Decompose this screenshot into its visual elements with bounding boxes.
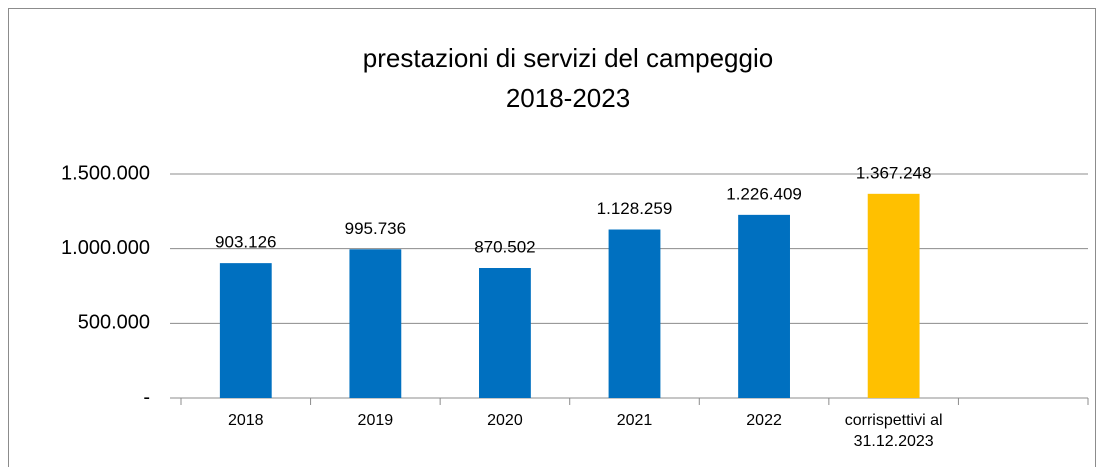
bar [738, 214, 790, 398]
bar [867, 193, 920, 398]
x-tick-label: 2022 [746, 412, 782, 429]
x-tick-label: 2019 [357, 412, 394, 429]
x-tick-label: 2021 [616, 412, 653, 429]
chart-title: prestazioni di servizi del campeggio [363, 43, 773, 73]
y-tick-label: 1.500.000 [61, 162, 150, 184]
bar [608, 229, 661, 398]
bar [349, 249, 402, 398]
bar [219, 263, 272, 398]
value-label: 1.128.259 [597, 199, 673, 218]
x-tick-label: 2018 [227, 412, 264, 429]
y-tick-label: 500.000 [78, 312, 150, 334]
x-tick-label: 2020 [487, 412, 523, 429]
value-label: 870.502 [474, 237, 535, 256]
value-label: 903.126 [215, 233, 276, 252]
chart-frame [8, 8, 1096, 467]
y-tick-label: - [143, 386, 150, 408]
y-tick-label: 1.000.000 [61, 237, 150, 259]
value-label: 1.226.409 [726, 184, 802, 203]
bar [479, 268, 531, 398]
x-tick-label: corrispettivi al 31.12.2023 [844, 412, 943, 450]
value-label: 1.367.248 [856, 163, 932, 182]
chart-subtitle: 2018-2023 [506, 83, 630, 113]
value-label: 995.736 [345, 219, 406, 238]
